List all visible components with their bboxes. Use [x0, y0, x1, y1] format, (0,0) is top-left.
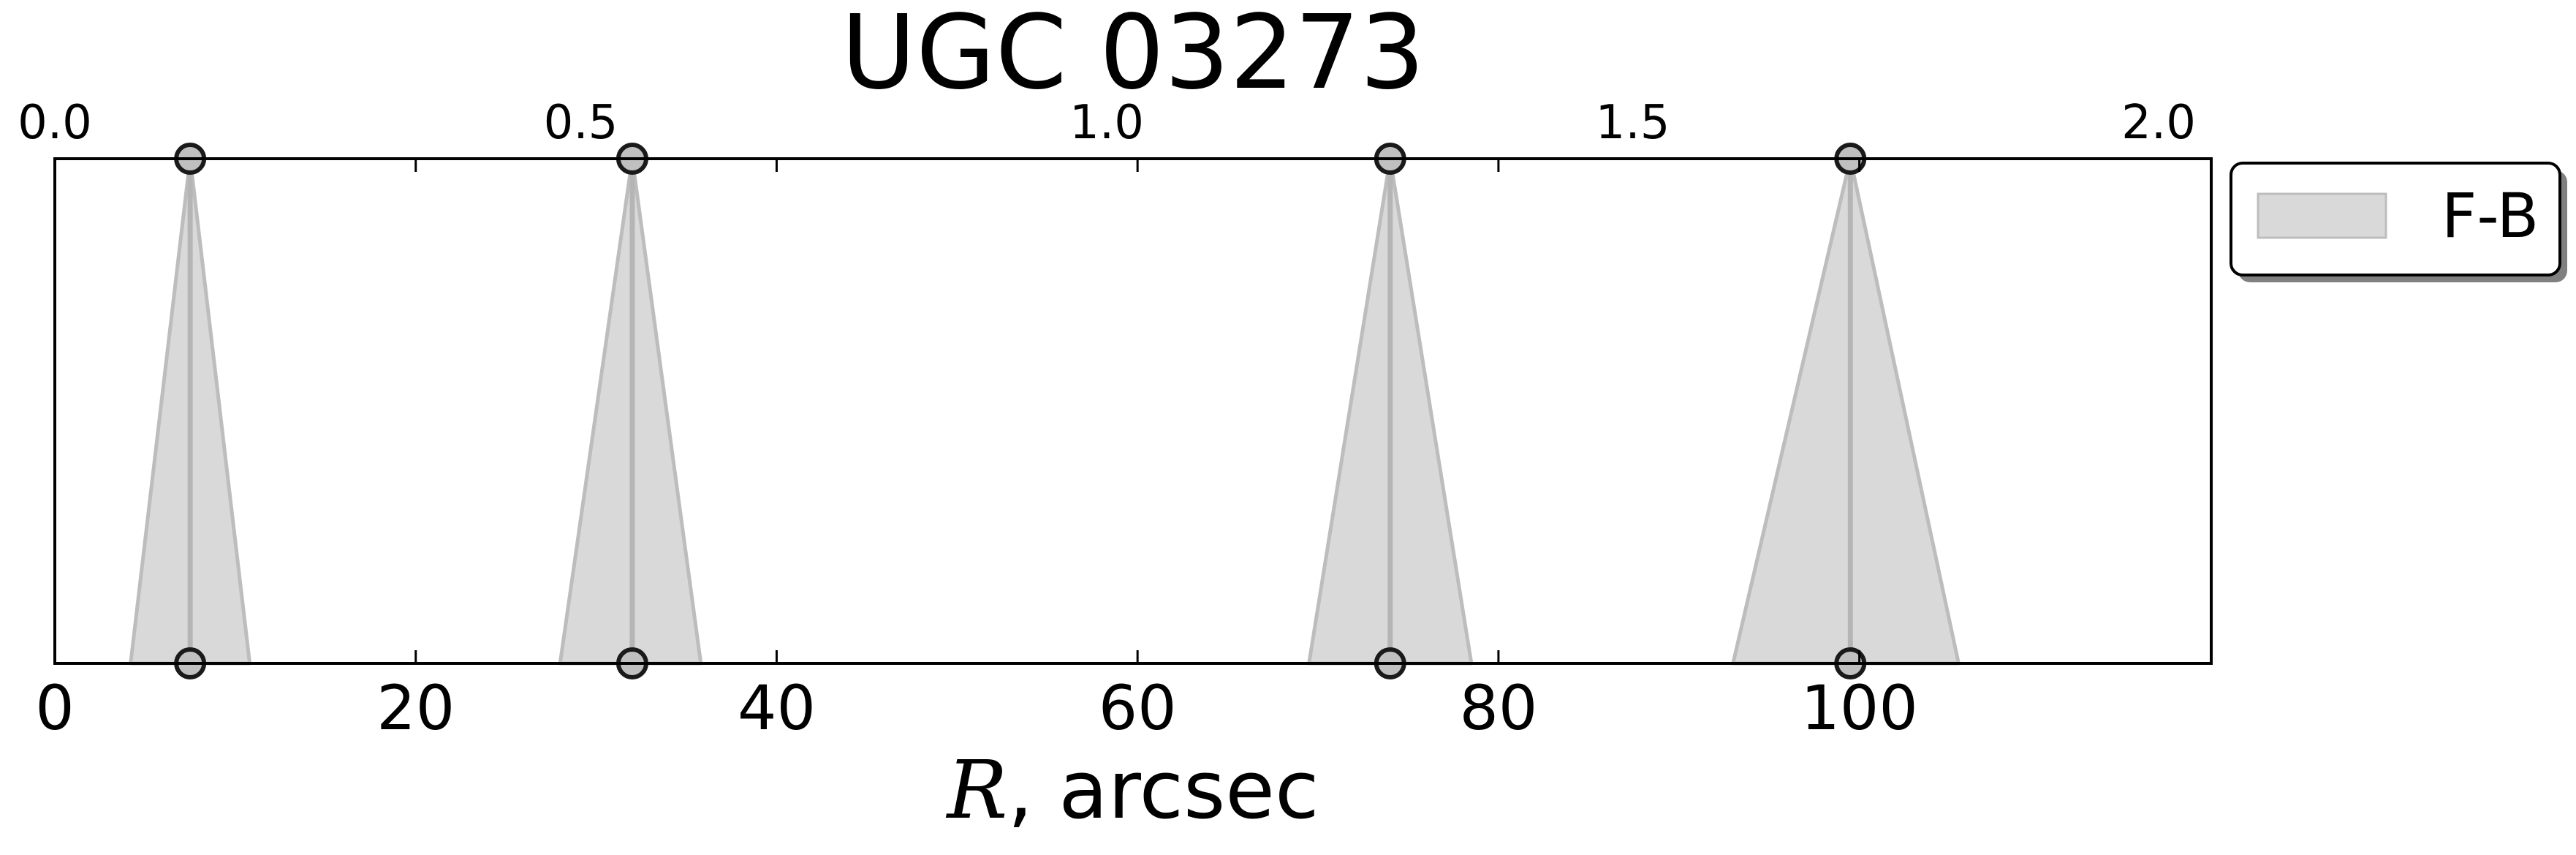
top-x-tick-label: 2.0 — [2121, 96, 2196, 150]
x-tick-label: 0 — [35, 672, 74, 744]
x-tick-label: 100 — [1800, 672, 1917, 744]
x-tick-label: 80 — [1459, 672, 1537, 744]
axis-ticks: 0 20 40 60 80 100 0.0 0.5 1.0 1.5 2.0 — [18, 96, 2196, 744]
legend-swatch — [2257, 192, 2387, 239]
top-x-tick-label: 0.5 — [544, 96, 618, 150]
x-axis-label: R, arcsec — [946, 743, 1319, 837]
legend-label: F-B — [2441, 180, 2539, 252]
x-axis-label-variable: R — [946, 743, 1008, 837]
data-marks — [129, 143, 1961, 679]
x-axis-label-unit: , arcsec — [1007, 743, 1319, 837]
top-x-tick-label: 1.0 — [1069, 96, 1144, 150]
legend: F-B — [2230, 162, 2567, 282]
top-x-tick-label: 1.5 — [1596, 96, 1670, 150]
x-tick-label: 40 — [738, 672, 816, 744]
x-tick-label: 60 — [1099, 672, 1177, 744]
plot-frame — [53, 157, 2213, 665]
x-tick-label: 20 — [376, 672, 455, 744]
chart-title: UGC 03273 — [841, 0, 1425, 113]
top-x-tick-label: 0.0 — [18, 96, 92, 150]
